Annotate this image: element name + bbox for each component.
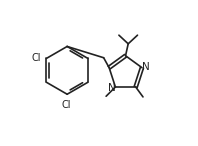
Text: Cl: Cl xyxy=(32,53,41,63)
Text: Cl: Cl xyxy=(61,100,70,110)
Text: N: N xyxy=(142,62,149,72)
Text: N: N xyxy=(108,83,116,93)
